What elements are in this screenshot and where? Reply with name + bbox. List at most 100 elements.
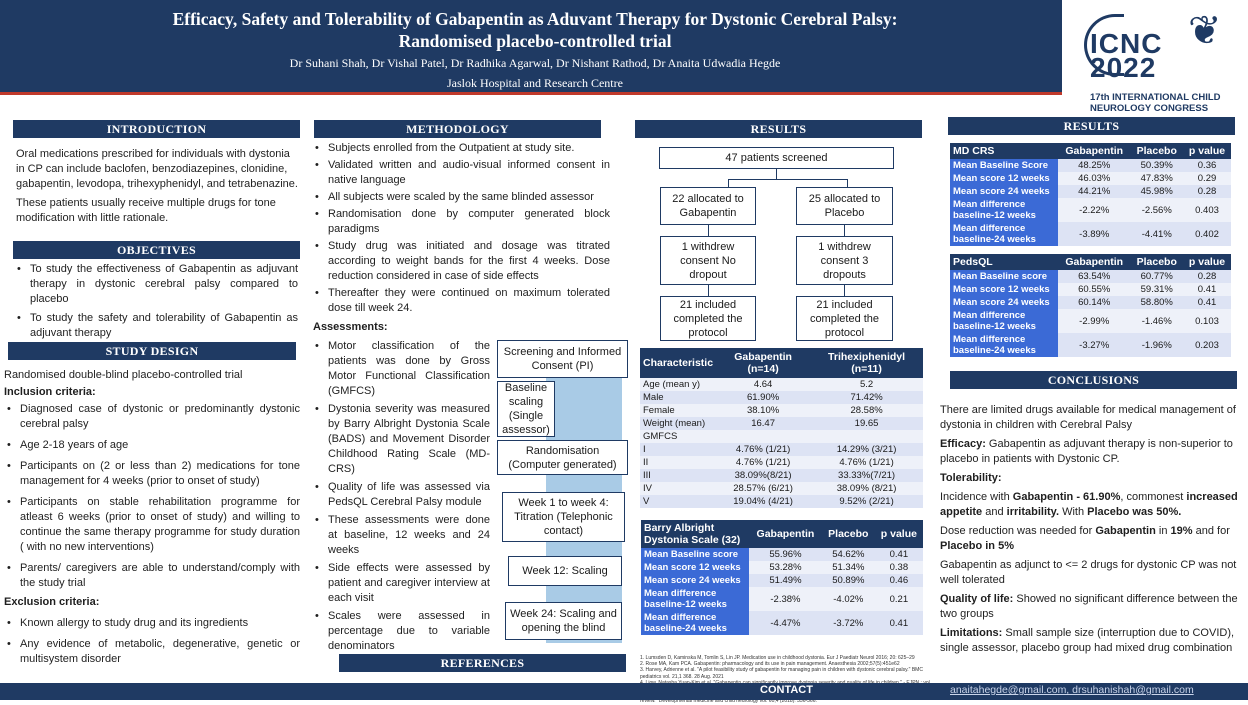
list-item: To study the safety and tolerability of … xyxy=(14,311,298,341)
list-item: Thereafter they were continued on maximu… xyxy=(312,286,610,316)
table-cell: 28.57% (6/21) xyxy=(716,482,811,495)
flow-step: Week 24: Scaling and opening the blind xyxy=(505,602,622,640)
list-item: Any evidence of metabolic, degenerative,… xyxy=(4,637,300,667)
table-row: Mean difference baseline-12 weeks -2.99% -… xyxy=(950,309,1231,333)
connector-line xyxy=(728,179,729,187)
table-cell: Weight (mean) xyxy=(640,417,717,430)
table-cell: -4.41% xyxy=(1130,222,1184,246)
connector-line xyxy=(844,225,845,236)
bads-table: Barry Albright Dystonia Scale (32) Gabap… xyxy=(641,520,923,635)
table-header: MD CRS xyxy=(950,143,1058,159)
references-heading: REFERENCES xyxy=(339,654,626,672)
conclusion-efficacy: Efficacy: Gabapentin as adjuvant therapy… xyxy=(940,438,1233,465)
table-cell: 28.58% xyxy=(810,404,923,417)
table-row: Mean score 12 weeks 60.55% 59.31% 0.41 xyxy=(950,283,1231,296)
table-row: Mean difference baseline-24 weeks -4.47% -… xyxy=(641,611,923,635)
poster-header xyxy=(0,0,1248,92)
table-cell: 51.49% xyxy=(749,574,822,587)
mdcrs-body: Mean Baseline Score 48.25% 50.39% 0.36 Mean … xyxy=(950,159,1231,246)
list-item: Age 2-18 years of age xyxy=(4,438,300,453)
table-cell: 0.402 xyxy=(1183,222,1231,246)
table-cell: 61.90% xyxy=(716,391,811,404)
table-row: III 38.09%(8/21) 33.33%(7/21) xyxy=(640,469,923,482)
table-cell: II xyxy=(640,456,717,469)
poster-title: Efficacy, Safety and Tolerability of Gab… xyxy=(80,8,990,52)
screened-box: 47 patients screened xyxy=(659,147,894,169)
objectives-list: To study the effectiveness of Gabapentin… xyxy=(14,262,298,345)
table-cell: GMFCS xyxy=(640,430,717,443)
table-cell: I xyxy=(640,443,717,456)
table-cell: 33.33%(7/21) xyxy=(810,469,923,482)
table-cell xyxy=(716,430,811,443)
conclusion-adjunct: Gabapentin as adjunct to <= 2 drugs for … xyxy=(940,559,1237,586)
table-cell: Mean score 12 weeks xyxy=(641,561,749,574)
table-cell: -1.46% xyxy=(1130,309,1184,333)
contact-emails[interactable]: anaitahegde@gmail.com, drsuhanishah@gmai… xyxy=(950,684,1194,696)
table-cell: 47.83% xyxy=(1130,172,1184,185)
table-row: Male 61.90% 71.42% xyxy=(640,391,923,404)
list-item: Validated written and audio-visual infor… xyxy=(312,158,610,188)
results-heading-2: RESULTS xyxy=(948,117,1235,135)
table-row: V 19.04% (4/21) 9.52% (2/21) xyxy=(640,495,923,508)
table-cell: 45.98% xyxy=(1130,185,1184,198)
table-row: Mean score 24 weeks 51.49% 50.89% 0.46 xyxy=(641,574,923,587)
pedsql-body: Mean Baseline score 63.54% 60.77% 0.28 Mean … xyxy=(950,270,1231,357)
table-cell: 0.203 xyxy=(1183,333,1231,357)
table-cell: 63.54% xyxy=(1058,270,1131,283)
table-cell: 50.39% xyxy=(1130,159,1184,172)
table-cell: 50.89% xyxy=(821,574,875,587)
table-cell: -1.96% xyxy=(1130,333,1184,357)
table-cell: 54.62% xyxy=(821,548,875,561)
table-header: Placebo xyxy=(821,520,875,548)
list-item: Side effects were assessed by patient an… xyxy=(312,561,490,606)
mdcrs-table: MD CRS Gabapentin Placebo p value Mean B… xyxy=(950,143,1231,246)
table-cell: Male xyxy=(640,391,717,404)
table-row: Mean score 12 weeks 53.28% 51.34% 0.38 xyxy=(641,561,923,574)
table-cell: 0.36 xyxy=(1183,159,1231,172)
exclusion-label: Exclusion criteria: xyxy=(4,596,100,608)
table-cell: Mean difference baseline-12 weeks xyxy=(950,309,1058,333)
list-item: All subjects were scaled by the same bli… xyxy=(312,190,610,205)
table-cell: 4.64 xyxy=(716,378,811,391)
table-header: PedsQL xyxy=(950,254,1058,270)
table-cell: Mean score 12 weeks xyxy=(950,172,1058,185)
connector-line xyxy=(728,179,848,180)
pedsql-table: PedsQL Gabapentin Placebo p value Mean B… xyxy=(950,254,1231,357)
table-cell: 0.29 xyxy=(1183,172,1231,185)
table-cell: 46.03% xyxy=(1058,172,1131,185)
affiliation: Jaslok Hospital and Research Centre xyxy=(447,76,623,90)
table-row: Mean Baseline score 63.54% 60.77% 0.28 xyxy=(950,270,1231,283)
list-item: Known allergy to study drug and its ingr… xyxy=(4,616,300,631)
inclusion-list: Diagnosed case of dystonic or predominan… xyxy=(4,402,300,591)
table-row: Female 38.10% 28.58% xyxy=(640,404,923,417)
table-row: Mean difference baseline-24 weeks -3.27% -… xyxy=(950,333,1231,357)
table-cell: Mean difference baseline-24 weeks xyxy=(950,222,1058,246)
introduction-paragraph: These patients usually receive multiple … xyxy=(16,197,276,224)
table-cell: -3.27% xyxy=(1058,333,1131,357)
objectives-heading: OBJECTIVES xyxy=(13,241,300,259)
authors: Dr Suhani Shah, Dr Vishal Patel, Dr Radh… xyxy=(289,56,781,70)
table-row: Mean score 24 weeks 44.21% 45.98% 0.28 xyxy=(950,185,1231,198)
flow-step: Randomisation (Computer generated) xyxy=(497,440,628,475)
table-row: Mean difference baseline-12 weeks -2.22% -… xyxy=(950,198,1231,222)
conclusions-body: There are limited drugs available for me… xyxy=(940,403,1246,656)
table-cell: 0.46 xyxy=(874,574,923,587)
flow-step: Screening and Informed Consent (PI) xyxy=(497,340,628,378)
withdraw-box-gabapentin: 1 withdrew consent No dropout xyxy=(660,236,756,285)
table-cell: Female xyxy=(640,404,717,417)
list-item: Subjects enrolled from the Outpatient at… xyxy=(312,141,610,156)
list-item: Scales were assessed in percentage due t… xyxy=(312,609,490,654)
reference-item: 2. Rose MA, Kam PCA. Gabapentin: pharmac… xyxy=(640,661,900,668)
list-item: Diagnosed case of dystonic or predominan… xyxy=(4,402,300,432)
methodology-list: Subjects enrolled from the Outpatient at… xyxy=(312,141,610,316)
table-cell: 0.41 xyxy=(874,548,923,561)
table-header: Placebo xyxy=(1130,254,1184,270)
table-cell: 38.10% xyxy=(716,404,811,417)
list-item: Randomisation done by computer generated… xyxy=(312,207,610,237)
table-cell: -2.99% xyxy=(1058,309,1131,333)
logo-wordmark: ICNC 2022 xyxy=(1090,28,1163,83)
table-cell: 19.65 xyxy=(810,417,923,430)
table-cell: Mean difference baseline-24 weeks xyxy=(950,333,1058,357)
introduction-paragraph: Oral medications prescribed for individu… xyxy=(16,148,298,190)
study-design-body: Randomised double-blind placebo-controll… xyxy=(4,368,300,671)
